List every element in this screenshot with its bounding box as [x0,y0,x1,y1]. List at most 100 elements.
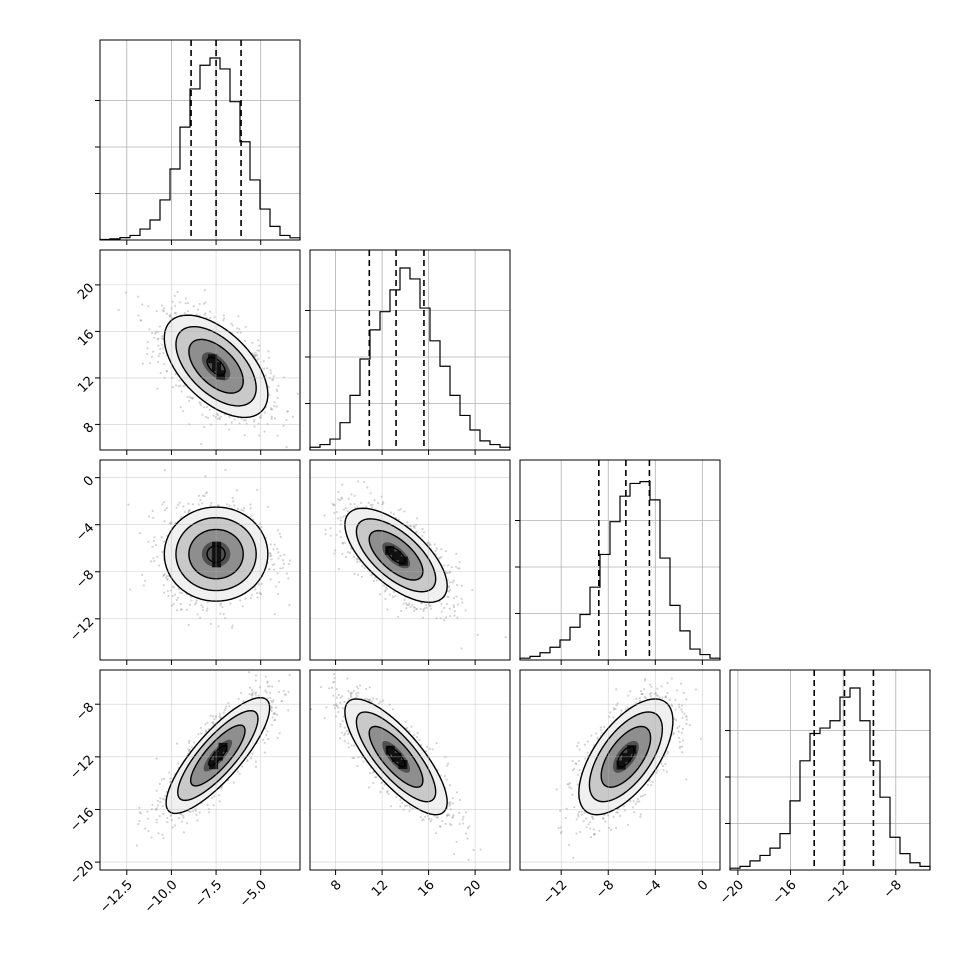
scatter-point [182,816,185,819]
scatter-point [173,593,177,596]
scatter-point [455,552,458,555]
scatter-point [361,565,364,568]
scatter-point [372,579,375,582]
scatter-point [163,591,166,594]
scatter-point [258,522,261,525]
scatter-point [272,375,275,378]
scatter-point [201,413,204,416]
scatter-point [216,417,219,421]
scatter-point [178,379,181,382]
scatter-point [196,613,199,616]
scatter-point [385,586,388,589]
panel-frame [309,249,511,451]
scatter-point [147,305,150,308]
scatter-point [273,612,276,616]
scatter-point [268,568,271,571]
scatter-point [281,559,284,562]
panel-frame [729,669,931,871]
scatter-point [213,316,216,319]
scatter-point [185,608,188,611]
scatter-point [285,572,288,575]
scatter-point [166,578,169,581]
scatter-point [160,304,164,307]
scatter-point [250,692,254,695]
scatter-point [203,313,206,316]
scatter-point [403,598,406,602]
scatter-point [407,603,410,607]
scatter-point [329,534,332,537]
scatter-point [267,568,271,571]
scatter-point [405,602,408,605]
scatter-point [287,563,290,566]
density-contour [386,546,406,565]
scatter-point [256,488,259,492]
scatter-point [339,519,342,522]
scatter-point [274,585,278,588]
scatter-point [184,302,187,305]
scatter-point [276,434,279,437]
scatter-point [269,552,272,555]
scatter-point [144,579,147,582]
scatter-point [257,357,260,360]
scatter-point [392,590,396,593]
scatter-point [399,508,402,511]
scatter-point [139,812,143,815]
scatter-point [218,416,221,419]
scatter-point [277,557,280,560]
scatter-point [402,602,405,605]
scatter-point [411,603,414,607]
scatter-point [440,556,443,559]
scatter-point [276,396,279,399]
scatter-point [334,549,337,552]
scatter-point [205,405,209,408]
scatter-point [452,605,456,609]
scatter-point [456,603,460,606]
scatter-point [273,568,276,571]
scatter-point [288,559,292,562]
scatter-point [236,770,239,773]
scatter-point [412,606,416,609]
scatter-point [277,384,280,387]
scatter-point [400,609,403,613]
scatter-point [156,330,160,333]
scatter-point [158,325,161,328]
scatter-point [168,314,172,318]
scatter-point [202,302,205,305]
scatter-point [352,555,356,558]
scatter-point [396,615,400,619]
scatter-point [205,730,208,734]
scatter-point [209,622,213,626]
scatter-point [188,748,191,752]
scatter-point [453,614,456,617]
scatter-point [273,719,276,722]
scatter-point [374,576,377,579]
scatter-point [204,492,207,495]
scatter-point [195,313,198,316]
scatter-point [383,590,387,593]
scatter-point [152,557,155,560]
scatter-point [159,371,162,375]
scatter-point [356,573,360,576]
scatter-point [258,434,261,437]
panel-frame [99,459,301,661]
scatter-point [157,338,160,341]
scatter-point [409,525,413,528]
scatter-point [162,501,166,504]
scatter-point [249,597,253,600]
scatter-point [198,401,201,404]
scatter-point [283,553,286,557]
scatter-point [173,304,176,307]
scatter-point [422,531,426,534]
histogram-step-line [309,267,511,450]
scatter-point [257,339,260,342]
scatter-point [212,414,215,417]
scatter-point [212,715,215,718]
scatter-point [270,417,273,420]
scatter-point [162,584,165,587]
scatter-point [208,408,211,411]
scatter-point [160,343,164,346]
scatter-point [139,319,142,322]
scatter-point [204,301,207,304]
scatter-point [447,586,451,589]
scatter-point [438,556,441,559]
